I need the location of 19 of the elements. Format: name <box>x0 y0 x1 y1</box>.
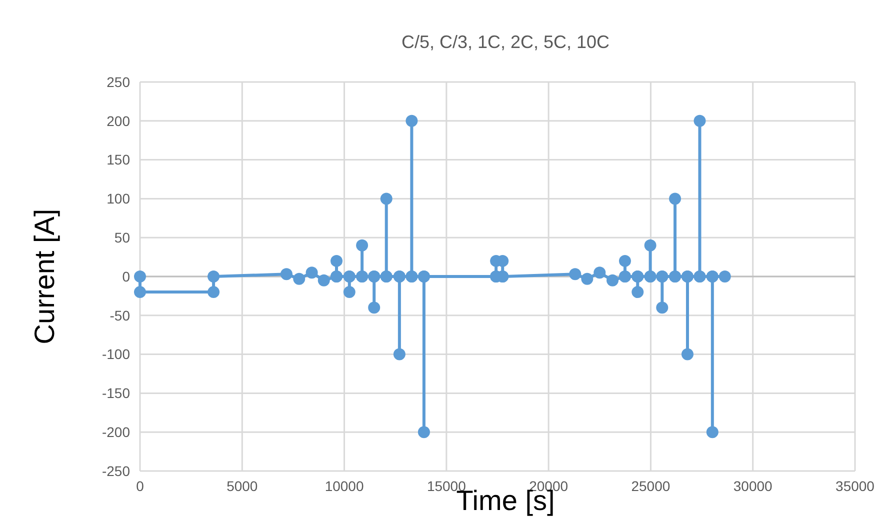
y-axis-title: Current [A] <box>29 208 60 344</box>
x-tick-label: 10000 <box>324 478 364 494</box>
x-tick-label: 35000 <box>836 478 875 494</box>
x-tick-label: 25000 <box>631 478 670 494</box>
y-tick-label: -50 <box>110 307 130 324</box>
y-tick-label: -250 <box>102 462 130 479</box>
y-tick-label: 100 <box>106 190 130 207</box>
y-tick-label: 50 <box>114 230 130 246</box>
y-tick-label: 0 <box>122 268 130 284</box>
y-tick-label: -200 <box>102 424 130 440</box>
y-tick-label: -150 <box>102 385 130 402</box>
x-tick-label: 30000 <box>733 478 773 494</box>
y-tick-label: 200 <box>106 112 130 129</box>
x-tick-label: 0 <box>136 478 144 494</box>
y-tick-label: -100 <box>102 346 130 362</box>
chart-title: C/5, C/3, 1C, 2C, 5C, 10C <box>401 32 610 52</box>
y-tick-label: 150 <box>106 152 130 168</box>
y-tick-label: 250 <box>106 74 130 90</box>
x-tick-label: 5000 <box>226 478 258 494</box>
